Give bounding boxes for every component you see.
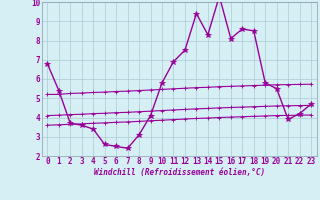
X-axis label: Windchill (Refroidissement éolien,°C): Windchill (Refroidissement éolien,°C) bbox=[94, 168, 265, 177]
